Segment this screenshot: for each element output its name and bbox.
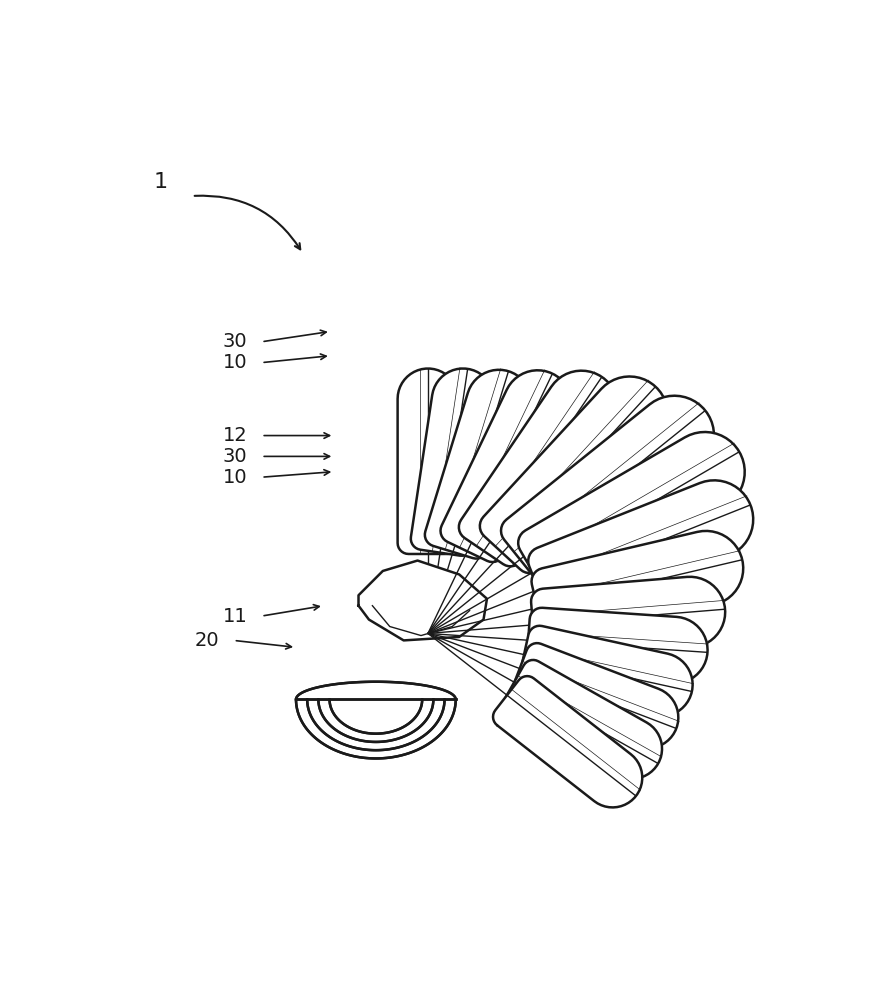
Text: 30: 30	[223, 447, 247, 466]
Text: 10: 10	[223, 353, 247, 372]
Text: 12: 12	[223, 426, 247, 445]
Text: 11: 11	[223, 607, 247, 626]
Polygon shape	[520, 626, 693, 716]
Polygon shape	[529, 480, 754, 621]
Polygon shape	[504, 660, 662, 779]
Polygon shape	[512, 643, 678, 748]
Polygon shape	[518, 432, 745, 601]
Text: 10: 10	[223, 468, 247, 487]
Polygon shape	[425, 370, 531, 559]
Polygon shape	[358, 561, 487, 640]
Polygon shape	[527, 608, 708, 683]
Polygon shape	[441, 370, 572, 562]
Polygon shape	[531, 577, 725, 659]
Polygon shape	[480, 376, 668, 573]
Polygon shape	[398, 369, 458, 554]
Text: 20: 20	[195, 631, 220, 650]
Polygon shape	[493, 676, 642, 807]
Polygon shape	[296, 640, 456, 758]
Text: 30: 30	[223, 332, 247, 351]
Text: 1: 1	[153, 172, 168, 192]
Polygon shape	[531, 531, 744, 641]
Polygon shape	[459, 371, 617, 566]
Polygon shape	[411, 369, 495, 556]
Polygon shape	[501, 396, 714, 585]
